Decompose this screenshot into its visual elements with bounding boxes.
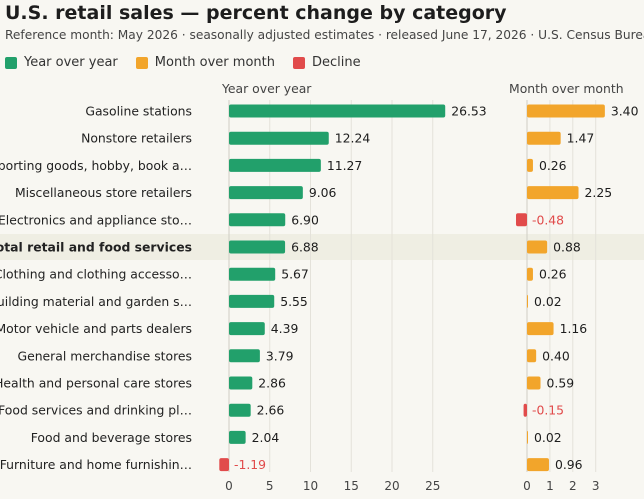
mom-value-label: 0.02 — [534, 294, 562, 309]
mom-value-label: 2.25 — [585, 185, 613, 200]
category-label: Health and personal care stores — [0, 376, 192, 391]
legend-swatch-decline — [292, 56, 305, 69]
mom-value-label: 0.96 — [555, 457, 583, 472]
yoy-value-label: 2.66 — [257, 403, 285, 418]
legend-item-decline: Decline — [292, 55, 361, 70]
yoy-panel-title: Year over year — [221, 81, 312, 96]
mom-bar — [527, 349, 537, 363]
yoy-bar — [229, 322, 265, 336]
mom-tick-label: 0 — [523, 479, 531, 493]
mom-tick-label: 3 — [592, 479, 600, 493]
mom-value-label: 0.26 — [539, 158, 567, 173]
legend-item-mom: Month over month — [135, 55, 275, 70]
yoy-bar — [229, 131, 329, 145]
chart-subtitle: Reference month: May 2026 · seasonally a… — [5, 28, 644, 42]
yoy-bar — [229, 403, 251, 417]
yoy-value-label: 2.86 — [258, 376, 286, 391]
category-label: Sporting goods, hobby, book a… — [0, 158, 192, 173]
mom-value-label: -0.48 — [532, 212, 564, 227]
yoy-bar — [229, 294, 275, 308]
yoy-bar — [229, 104, 446, 118]
mom-value-label: 0.40 — [542, 348, 570, 363]
category-label: Nonstore retailers — [81, 131, 192, 146]
yoy-value-label: 9.06 — [309, 185, 337, 200]
yoy-tick-label: 5 — [266, 479, 274, 493]
legend-item-yoy: Year over year — [5, 55, 118, 70]
mom-value-label: 0.26 — [539, 267, 567, 282]
mom-bar — [527, 158, 533, 172]
category-label: Motor vehicle and parts dealers — [0, 321, 192, 336]
mom-panel-title: Month over month — [509, 81, 624, 96]
mom-value-label: 0.59 — [547, 376, 575, 391]
legend-label-decline: Decline — [311, 55, 361, 70]
category-labels: Gasoline stations Nonstore retailers Sport… — [0, 104, 192, 473]
mom-bar — [527, 267, 533, 281]
yoy-value-label: 2.04 — [252, 430, 280, 445]
mom-value-label: -0.15 — [532, 403, 564, 418]
yoy-value-label: 3.79 — [266, 348, 294, 363]
yoy-bar — [229, 267, 276, 281]
category-label: Miscellaneous store retailers — [15, 185, 192, 200]
yoy-bar — [229, 186, 303, 200]
legend-label-yoy: Year over year — [24, 55, 118, 70]
yoy-bar — [229, 349, 260, 363]
legend-swatch-yoy — [5, 56, 17, 69]
yoy-bar — [229, 376, 253, 390]
mom-bar — [516, 213, 527, 227]
yoy-tick-label: 10 — [303, 479, 318, 493]
yoy-bar — [229, 158, 321, 172]
mom-bar — [527, 376, 541, 390]
mom-value-label: 0.02 — [534, 430, 562, 445]
mom-bar — [523, 403, 527, 417]
yoy-tick-label: 15 — [344, 479, 359, 493]
yoy-bar — [229, 430, 246, 444]
yoy-value-label: 6.88 — [291, 240, 319, 255]
category-label: Building material and garden s… — [0, 294, 192, 309]
yoy-bar — [229, 213, 286, 227]
category-label: Electronics and appliance sto… — [0, 212, 192, 227]
yoy-value-label: 12.24 — [335, 131, 371, 146]
mom-bar — [527, 322, 554, 336]
mom-bar — [527, 186, 579, 200]
mom-value-label: 3.40 — [611, 104, 639, 119]
yoy-tick-label: 25 — [425, 479, 440, 493]
mom-value-label: 1.16 — [560, 321, 588, 336]
yoy-value-label: -1.19 — [234, 457, 266, 472]
legend: Year over year Month over month Decline — [5, 55, 379, 70]
category-label: Clothing and clothing accesso… — [0, 267, 192, 282]
mom-tick-label: 1 — [546, 479, 554, 493]
yoy-tick-label: 20 — [384, 479, 399, 493]
mom-bar — [527, 240, 548, 254]
yoy-value-label: 4.39 — [271, 321, 299, 336]
yoy-value-label: 5.55 — [280, 294, 308, 309]
mom-panel: Month over month3.401.470.262.25-0.480.8… — [509, 81, 639, 472]
mom-bar — [527, 458, 549, 472]
category-label: Food and beverage stores — [31, 430, 192, 445]
category-label: Gasoline stations — [85, 104, 192, 119]
yoy-value-label: 6.90 — [291, 212, 319, 227]
mom-bar — [527, 294, 528, 308]
yoy-tick-label: 0 — [225, 479, 233, 493]
mom-bar — [527, 430, 528, 444]
yoy-bar — [219, 458, 229, 472]
category-label: Furniture and home furnishin… — [0, 457, 192, 472]
category-label: General merchandise stores — [17, 348, 192, 363]
mom-bar — [527, 104, 605, 118]
legend-label-mom: Month over month — [154, 55, 275, 70]
yoy-panel: Year over year 26.53 12.24 11.27 9.06 6.90 6.8… — [219, 81, 487, 472]
yoy-value-label: 26.53 — [451, 104, 486, 119]
yoy-value-label: 11.27 — [327, 158, 362, 173]
mom-tick-label: 2 — [569, 479, 577, 493]
legend-swatch-mom — [135, 56, 148, 69]
mom-value-label: 1.47 — [567, 131, 595, 146]
category-label: Total retail and food services — [0, 240, 192, 255]
yoy-bar — [229, 240, 286, 254]
yoy-value-label: 5.67 — [281, 267, 309, 282]
mom-value-label: 0.88 — [553, 240, 581, 255]
category-label: Food services and drinking pl… — [0, 403, 192, 418]
mom-bar — [527, 131, 561, 145]
chart-title: U.S. retail sales — percent change by ca… — [5, 2, 507, 24]
